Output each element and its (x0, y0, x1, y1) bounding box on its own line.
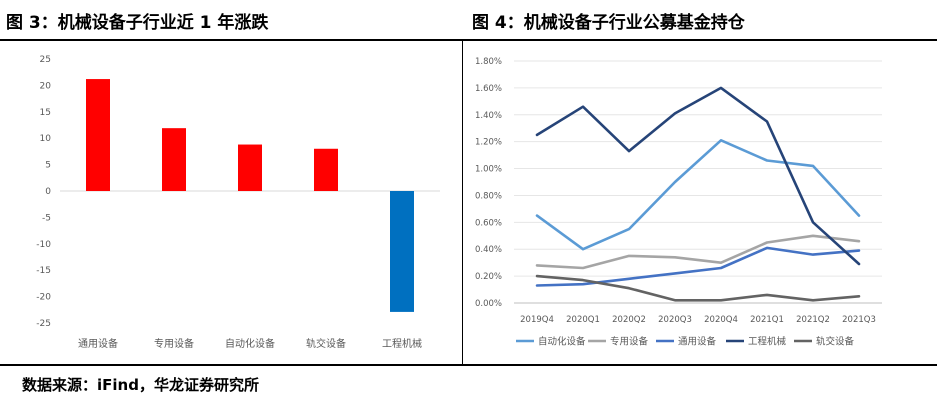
y-tick-label: 20 (40, 81, 52, 91)
legend-label: 自动化设备 (538, 336, 586, 348)
x-tick-label: 2021Q2 (796, 315, 830, 325)
y-tick-label: -5 (42, 213, 51, 223)
x-tick-label: 2020Q4 (704, 315, 738, 325)
y-tick-label: -25 (36, 319, 51, 329)
y-tick-label: 1.80% (475, 57, 502, 67)
x-category-label: 轨交设备 (306, 337, 346, 350)
x-tick-label: 2020Q1 (566, 315, 600, 325)
x-category-label: 通用设备 (78, 337, 118, 350)
figure-3-title: 图 3：机械设备子行业近 1 年涨跌 (6, 13, 269, 33)
bar-1 (86, 79, 110, 191)
x-category-label: 工程机械 (382, 337, 422, 350)
x-category-label: 自动化设备 (225, 337, 275, 350)
line-chart: 0.00% 0.20% 0.40% 0.60% 0.80% 1.00% 1.20% 1.40%… (475, 57, 882, 348)
x-tick-label: 2019Q4 (520, 315, 554, 325)
y-tick-label: 0.20% (475, 272, 502, 282)
bar-4 (314, 148, 338, 191)
bar-2 (162, 128, 186, 191)
y-tick-label: 25 (40, 55, 51, 65)
series-line-1 (535, 139, 861, 251)
top-rule (0, 39, 937, 41)
bar-3 (238, 144, 262, 191)
y-tick-label: 0.00% (475, 299, 502, 309)
figure-4-title: 图 4：机械设备子行业公募基金持仓 (472, 13, 745, 33)
legend-label: 通用设备 (678, 336, 717, 348)
series-line-2 (535, 234, 861, 270)
legend-label: 轨交设备 (816, 336, 855, 348)
y-tick-label: 0 (45, 187, 51, 197)
y-tick-label: -15 (36, 266, 51, 276)
y-tick-label: 1.00% (475, 165, 502, 175)
legend-label: 专用设备 (610, 336, 649, 348)
y-tick-label: 0.40% (475, 245, 502, 255)
y-tick-label: 15 (40, 108, 51, 118)
y-tick-label: 0.80% (475, 191, 502, 201)
x-tick-label: 2020Q3 (658, 315, 692, 325)
series-line-4 (535, 86, 861, 266)
data-source-note: 数据来源：iFind，华龙证券研究所 (22, 376, 259, 394)
legend-label: 工程机械 (748, 336, 787, 348)
series-line-3 (535, 246, 861, 287)
x-category-label: 专用设备 (154, 337, 194, 350)
y-tick-label: 0.60% (475, 218, 502, 228)
x-tick-label: 2021Q1 (750, 315, 784, 325)
y-tick-label: -20 (36, 293, 51, 303)
y-tick-label: -10 (36, 240, 51, 250)
y-tick-label: 1.60% (475, 84, 502, 94)
x-tick-label: 2021Q3 (842, 315, 876, 325)
bar-5 (390, 191, 414, 312)
bottom-rule (0, 364, 937, 366)
x-tick-label: 2020Q2 (612, 315, 646, 325)
y-tick-label: 5 (45, 161, 51, 171)
y-tick-label: 1.20% (475, 138, 502, 148)
y-tick-label: 10 (40, 134, 52, 144)
y-tick-label: 1.40% (475, 111, 502, 121)
bar-chart: 25 20 15 10 5 0 -5 -10 -15 -20 -25 通用设备 专用设备 自动化设备 轨交设… (36, 55, 440, 350)
series-line-5 (535, 274, 861, 302)
panel-divider (462, 41, 463, 364)
